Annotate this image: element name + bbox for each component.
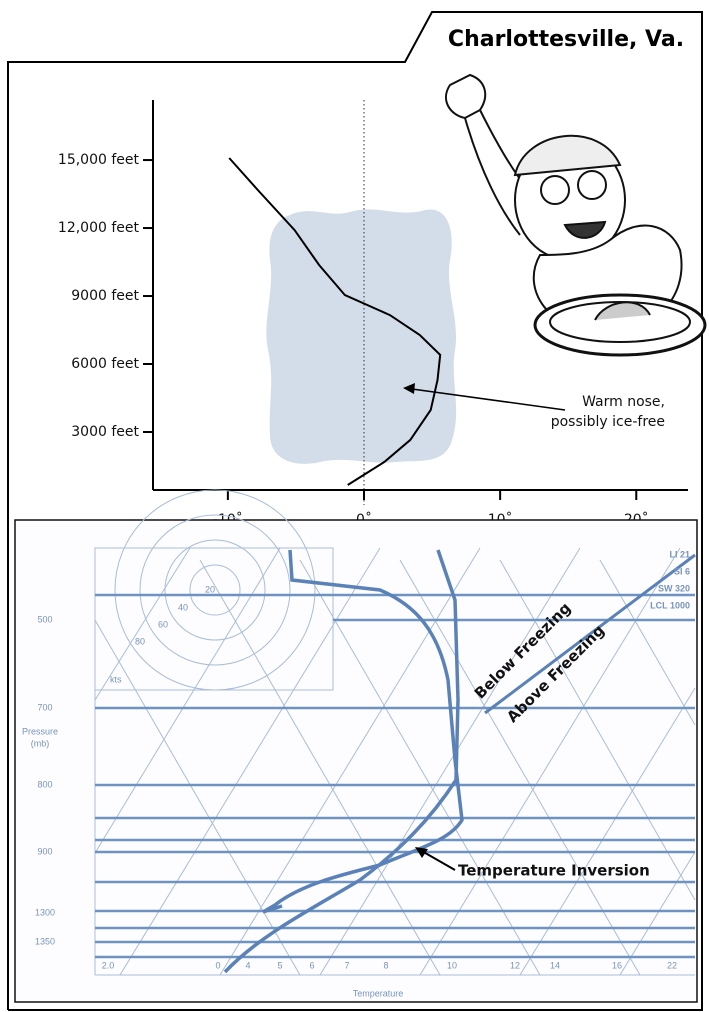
stability-index: SI 6 [674, 566, 690, 576]
pressure-label: 800 [37, 779, 52, 789]
pressure-title: Pressure [22, 726, 58, 736]
pressure-label: 900 [37, 846, 52, 856]
temperature-label: 7 [344, 960, 349, 970]
ring-label: 80 [135, 636, 145, 646]
speed-unit: kts [110, 674, 122, 684]
temperature-title: Temperature [353, 988, 404, 998]
pressure-label: 1300 [35, 907, 55, 917]
temperature-label: 16 [612, 960, 622, 970]
ring-label: 20 [205, 584, 215, 594]
temperature-label: 4 [245, 960, 250, 970]
y-tick-label: 3000 feet [71, 424, 139, 440]
stability-index: LCL 1000 [650, 600, 690, 610]
cartoon [446, 75, 705, 355]
y-tick-label: 9000 feet [71, 288, 139, 304]
temperature-label: 8 [383, 960, 388, 970]
stability-index: SW 320 [658, 583, 690, 593]
ice-cloud [266, 209, 456, 463]
y-tick-label: 6000 feet [71, 356, 139, 372]
ring-label: 60 [158, 619, 168, 629]
annotation: Warm nose, [582, 394, 665, 410]
temperature-label: 12 [510, 960, 520, 970]
ring-label: 40 [178, 602, 188, 612]
temperature-label: 5 [277, 960, 282, 970]
stability-index: LI 21 [669, 549, 690, 559]
temperature-label: 22 [667, 960, 677, 970]
figure: Charlottesville, Va. 3000 feet 6000 feet 9… [0, 0, 709, 1012]
y-tick-label: 12,000 feet [58, 220, 140, 236]
temperature-label: 2.0 [102, 960, 115, 970]
temperature-label: 6 [309, 960, 314, 970]
pressure-title: (mb) [31, 738, 50, 748]
pressure-label: 500 [37, 614, 52, 624]
skewt-panel [15, 490, 697, 1002]
inversion-label: Temperature Inversion [458, 862, 650, 880]
temperature-label: 0 [215, 960, 220, 970]
pressure-label: 700 [37, 702, 52, 712]
annotation: possibly ice-free [551, 414, 665, 430]
temperature-label: 10 [447, 960, 457, 970]
temperature-label: 14 [550, 960, 560, 970]
title: Charlottesville, Va. [448, 27, 684, 52]
y-tick-label: 15,000 feet [58, 152, 140, 168]
pressure-label: 1350 [35, 936, 55, 946]
